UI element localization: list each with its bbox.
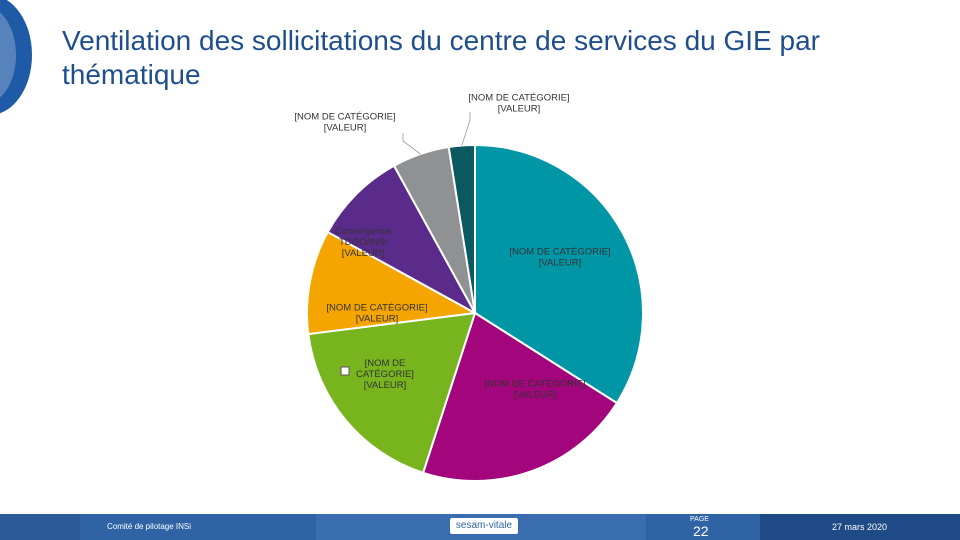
data-label-line: [VALEUR] — [514, 390, 557, 401]
data-label-line: [VALEUR] — [356, 314, 399, 325]
data-label-line: [NOM DE CATÉGORIE] — [468, 93, 569, 104]
data-label-2: [NOM DE CATÉGORIE] [VALEUR] — [356, 358, 414, 391]
data-label-line: [NOM DE CATÉGORIE] — [484, 379, 585, 390]
footer-segment — [760, 514, 960, 540]
data-label-line: [NOM DE CATÉGORIE] — [509, 247, 610, 258]
leader-line-6 — [461, 112, 471, 146]
data-label-line: [VALEUR] — [539, 258, 582, 269]
label-marker-square — [340, 366, 350, 376]
footer-committee-text: Comité de pilotage INSi — [107, 522, 192, 531]
data-label-line: Convergence — [335, 226, 392, 237]
page-title: Ventilation des sollicitations du centre… — [62, 25, 820, 90]
data-label-3: [NOM DE CATÉGORIE] [VALEUR] — [326, 303, 427, 325]
footer-segment — [0, 514, 80, 540]
page-label: PAGE — [690, 516, 709, 523]
data-label-1: [NOM DE CATÉGORIE] [VALEUR] — [484, 379, 585, 401]
pie-slice-6 — [447, 143, 476, 314]
footer-date: 27 mars 2020 — [832, 522, 888, 532]
pie-slice-1 — [421, 311, 619, 483]
pie-slice-2 — [307, 311, 477, 475]
data-label-line: [NOM DE — [365, 358, 406, 369]
data-label-line: CATÉGORIE] — [356, 369, 414, 380]
corner-decoration — [0, 0, 32, 114]
data-label-line: [NOM DE CATÉGORIE] — [326, 303, 427, 314]
data-labels: [NOM DE CATÉGORIE] [VALEUR][NOM DE CATÉGO… — [294, 93, 610, 401]
sesam-vitale-logo: sesam-vitale — [450, 518, 518, 534]
footer-bar: Comité de pilotage INSi sesam-vitale PAG… — [0, 514, 960, 540]
data-label-line: [VALEUR] — [364, 380, 407, 391]
data-label-line: [NOM DE CATÉGORIE] — [294, 112, 395, 123]
data-label-line: [VALEUR] — [498, 104, 541, 115]
data-label-line: [VALEUR] — [324, 123, 367, 134]
data-label-6: [NOM DE CATÉGORIE] [VALEUR] — [468, 93, 569, 115]
leader-line-5 — [402, 133, 421, 155]
data-label-5: [NOM DE CATÉGORIE] [VALEUR] — [294, 112, 395, 134]
data-label-4: Convergence TDOO/INSi [VALEUR] — [335, 226, 392, 259]
data-label-line: [VALEUR] — [342, 248, 385, 259]
pie-slice-4 — [326, 164, 478, 316]
leader-lines — [402, 112, 471, 155]
data-label-0: [NOM DE CATÉGORIE] [VALEUR] — [509, 247, 610, 269]
pie-slice-3 — [305, 230, 479, 336]
data-label-line: TDOO/INSi — [339, 237, 387, 248]
page-number: 22 — [693, 523, 709, 539]
